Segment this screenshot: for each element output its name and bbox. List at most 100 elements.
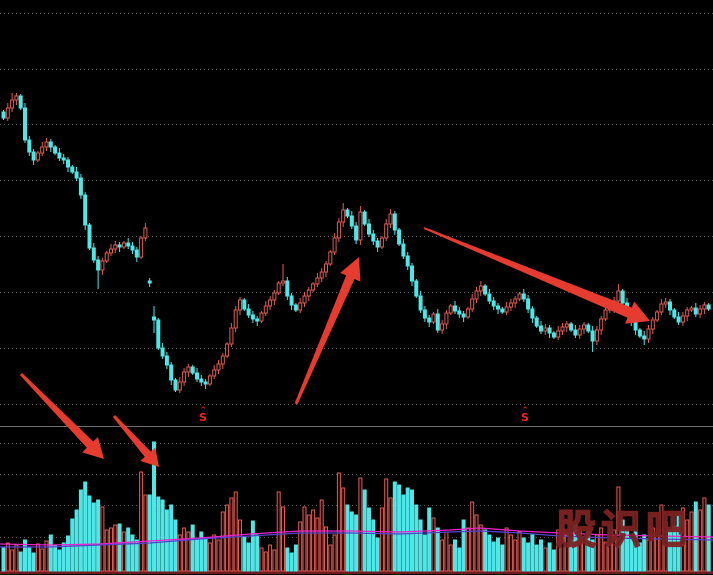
volume-bar — [530, 534, 535, 572]
volume-bar — [457, 547, 462, 572]
candle-body — [324, 263, 328, 273]
volume-bar — [577, 529, 582, 572]
volume-bar — [83, 481, 88, 572]
volume-bar — [427, 507, 432, 572]
candle-body — [668, 301, 672, 311]
candle-body — [461, 313, 466, 318]
candle-body — [263, 305, 268, 314]
candle-body — [367, 223, 371, 235]
candle-body — [702, 304, 707, 310]
volume-bar — [302, 506, 307, 572]
candle-body — [242, 299, 247, 310]
candle-body — [616, 290, 621, 302]
volume-bar — [87, 495, 92, 572]
volume-bar — [659, 504, 664, 572]
candle-body — [5, 107, 10, 119]
volume-bar — [238, 519, 242, 572]
volume-bar — [646, 539, 651, 572]
candle-body — [534, 317, 539, 327]
candle-body — [246, 308, 251, 316]
candle-body — [410, 265, 414, 282]
volume-bar — [397, 484, 402, 572]
volume-bar — [465, 527, 470, 572]
candle-body — [96, 259, 101, 271]
candle-body — [375, 240, 380, 248]
candle-body — [642, 335, 647, 340]
volume-bar — [526, 542, 531, 572]
volume-bar — [517, 531, 522, 572]
volume-bar — [418, 519, 423, 572]
candle-body — [594, 329, 599, 342]
candle-body — [354, 225, 359, 241]
candle-body — [573, 329, 578, 336]
volume-bar — [496, 537, 500, 572]
candle-body — [27, 139, 32, 153]
volume-bar — [23, 539, 27, 572]
volume-bar — [453, 539, 457, 572]
volume-bar — [354, 514, 359, 572]
candle-body — [272, 292, 277, 301]
volume-bar — [268, 544, 273, 572]
candle-body — [35, 152, 40, 161]
candle-body — [470, 298, 475, 310]
volume-bar — [612, 529, 617, 572]
volume-bar — [508, 534, 513, 572]
candle-body — [10, 99, 15, 109]
volume-bar — [18, 551, 23, 572]
candle-body — [599, 318, 604, 331]
candle-body — [547, 327, 552, 334]
candle-body — [298, 302, 303, 311]
volume-bar — [599, 527, 604, 572]
volume-bar — [504, 527, 509, 572]
volume-bar — [637, 542, 642, 572]
candle-body — [556, 330, 561, 338]
candle-body — [448, 305, 453, 314]
volume-bar — [298, 521, 303, 572]
volume-bar — [491, 541, 496, 572]
candle-body — [392, 213, 397, 231]
volume-bar — [586, 531, 591, 572]
volume-bar — [285, 547, 290, 572]
candle-body — [134, 249, 139, 258]
volume-bar — [190, 524, 195, 572]
volume-bar — [539, 539, 543, 572]
volume-bar — [448, 544, 453, 572]
volume-bar — [410, 489, 414, 572]
volume-bar — [324, 526, 328, 572]
candle-body — [526, 298, 531, 310]
volume-bar — [672, 525, 677, 572]
volume-bar — [276, 491, 281, 572]
candle-body — [405, 255, 410, 267]
candle-body — [698, 308, 703, 315]
candle-body — [676, 316, 681, 323]
volume-bar — [332, 534, 337, 572]
candle-body — [569, 323, 574, 331]
volume-bar — [195, 539, 199, 572]
volume-bar — [582, 536, 586, 572]
volume-bar — [405, 487, 410, 572]
volume-bar — [435, 527, 440, 572]
volume-bar — [702, 497, 707, 572]
candle-body — [14, 95, 19, 101]
volume-bar — [40, 548, 45, 572]
volume-bar — [685, 519, 690, 572]
candle-body — [689, 307, 694, 311]
candle-body — [169, 364, 174, 381]
candle-body — [57, 152, 62, 159]
volume-bar — [706, 504, 711, 572]
volume-bar — [590, 539, 595, 572]
volume-bar — [547, 542, 552, 572]
volume-bar — [182, 527, 187, 572]
candle-body — [53, 146, 58, 154]
volume-bar — [367, 507, 371, 572]
candle-body — [207, 375, 212, 385]
volume-bar — [349, 511, 354, 572]
volume-bar — [487, 534, 492, 572]
volume-bar — [272, 549, 277, 572]
candle-body — [306, 289, 311, 297]
candle-body — [659, 303, 664, 313]
volume-bar — [607, 537, 612, 572]
candle-body — [349, 215, 354, 227]
candles — [1, 93, 711, 393]
